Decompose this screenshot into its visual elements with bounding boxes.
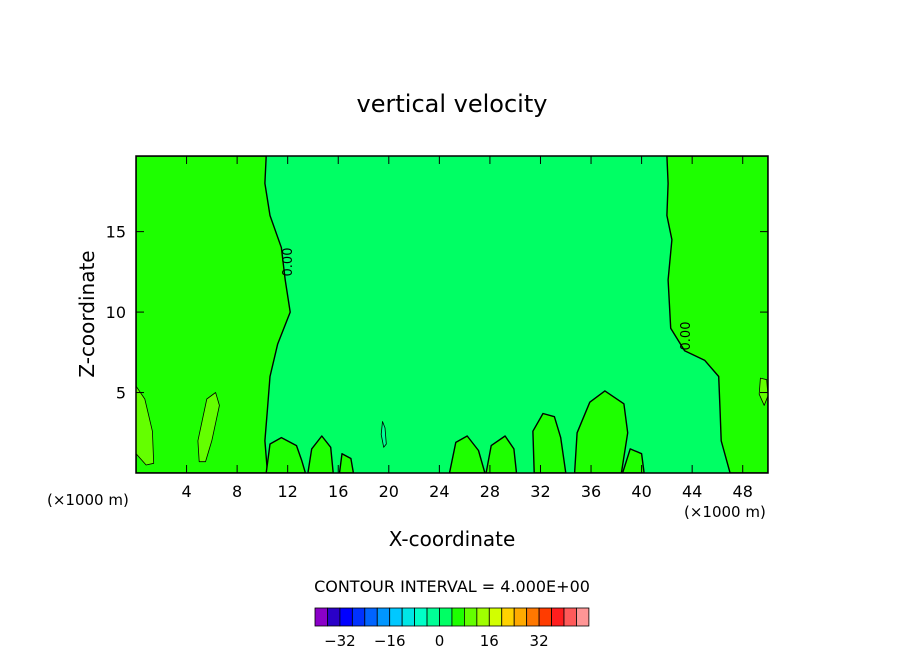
colorbar-swatch	[426, 607, 440, 627]
colorbar-tick-label: −16	[374, 632, 406, 650]
weak-updraft-region-11	[197, 392, 220, 463]
colorbar-swatch	[476, 607, 490, 627]
colorbar-swatch	[576, 607, 590, 627]
chart-title: vertical velocity	[357, 90, 548, 118]
y-tick-label: 10	[106, 303, 126, 322]
x-tick-label: 16	[328, 482, 348, 501]
updraft-region-6	[485, 435, 518, 473]
plot-frame	[135, 155, 769, 474]
updraft-region-7	[532, 412, 567, 473]
colorbar-tick-label: 16	[480, 632, 499, 650]
y-axis-ticks: 5 10 15	[106, 223, 768, 403]
y-tick-label: 15	[106, 223, 126, 242]
x-unit-label: (×1000 m)	[47, 491, 129, 509]
y-axis-label: Z-coordinate	[75, 250, 99, 377]
colorbar-swatch	[526, 607, 540, 627]
x-tick-label: 20	[379, 482, 399, 501]
updraft-region-3	[307, 435, 334, 473]
colorbar-swatch	[551, 607, 565, 627]
colorbar-swatch	[538, 607, 552, 627]
x-tick-label: 12	[278, 482, 298, 501]
x-tick-label: 4	[181, 482, 191, 501]
weak-downdraft-region-13	[380, 421, 387, 448]
colorbar-swatch	[376, 607, 391, 627]
colorbar-swatch	[439, 607, 453, 627]
y-tick-label: 5	[116, 384, 126, 403]
contour-interval: CONTOUR INTERVAL = 4.000E+00	[314, 577, 590, 596]
x-tick-label: 40	[631, 482, 651, 501]
updraft-region-5	[448, 435, 486, 473]
contour-label-right: 0.00	[679, 322, 694, 351]
colorbar-swatch	[351, 607, 366, 627]
weak-updraft-region-12	[758, 377, 768, 406]
weak-updraft-region-10	[136, 385, 155, 466]
x-tick-label: 48	[733, 482, 753, 501]
x-tick-label: 32	[530, 482, 550, 501]
updraft-region-4	[338, 453, 355, 473]
contour-label-left: 0.00	[281, 248, 296, 277]
colorbar-swatch	[314, 607, 328, 627]
x-tick-label: 28	[480, 482, 500, 501]
colorbar-swatch	[389, 607, 403, 627]
updraft-region-1	[666, 156, 768, 473]
colorbar-swatch	[327, 607, 341, 627]
x-tick-label: 8	[232, 482, 242, 501]
colorbar-swatch	[451, 607, 465, 627]
updraft-region-9	[621, 448, 645, 473]
x-tick-label: 44	[682, 482, 702, 501]
contour-regions	[136, 156, 768, 473]
colorbar-swatch	[364, 607, 378, 627]
colorbar-swatch	[513, 607, 528, 627]
x-tick-label: 24	[429, 482, 449, 501]
x-tick-label: 36	[581, 482, 601, 501]
colorbar-swatch	[401, 607, 415, 627]
colorbar-swatch	[339, 607, 353, 627]
x-axis-label: X-coordinate	[389, 527, 516, 551]
updraft-region-2	[265, 436, 307, 473]
colorbar-tick-label: 32	[530, 632, 549, 650]
updraft-region-8	[573, 390, 629, 473]
colorbar-swatch	[488, 607, 503, 627]
colorbar-tick-label: −32	[324, 632, 356, 650]
y-unit-label: (×1000 m)	[684, 503, 766, 521]
colorbar-swatch	[501, 607, 515, 627]
colorbar-swatch	[563, 607, 577, 627]
x-axis-ticks: 4 8 12 16 20 24 28 32 36 40 44 48	[181, 156, 753, 501]
colorbar-swatch	[414, 607, 428, 627]
colorbar	[314, 607, 590, 627]
colorbar-swatch	[463, 607, 478, 627]
colorbar-tick-labels: −32 −16 0 16 32	[324, 632, 549, 650]
colorbar-tick-label: 0	[435, 632, 445, 650]
